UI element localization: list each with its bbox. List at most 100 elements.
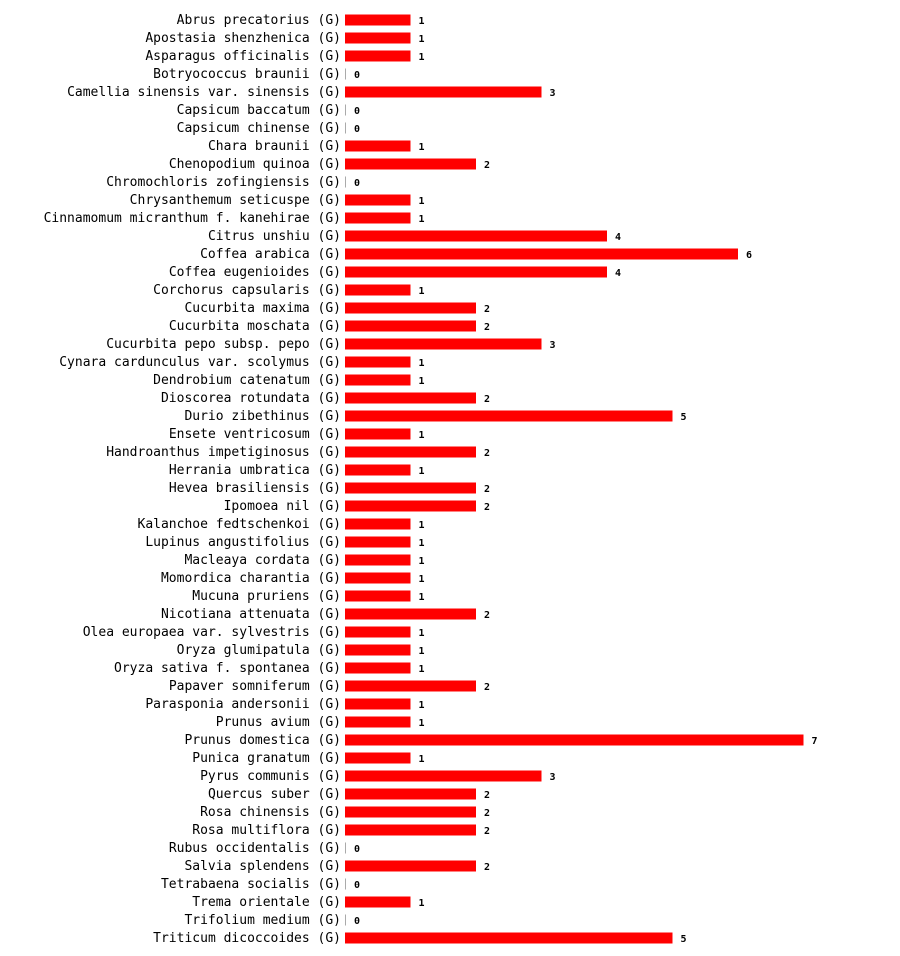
- value-label: 1: [419, 646, 425, 657]
- value-label: 1: [419, 430, 425, 441]
- value-label: 2: [484, 484, 490, 495]
- category-label: Chenopodium quinoa (G): [169, 157, 341, 172]
- bar: [345, 626, 411, 638]
- category-label: Triticum dicoccoides (G): [153, 931, 341, 946]
- value-label: 2: [484, 502, 490, 513]
- bar: [345, 860, 476, 872]
- bar: [345, 338, 542, 350]
- category-label: Punica granatum (G): [192, 751, 341, 766]
- category-label: Pyrus communis (G): [200, 769, 341, 784]
- bar: [345, 644, 411, 656]
- bar: [345, 554, 411, 566]
- category-label: Apostasia shenzhenica (G): [145, 31, 341, 46]
- bar: [345, 230, 607, 242]
- bar: [345, 680, 476, 692]
- category-label: Herrania umbratica (G): [169, 463, 341, 478]
- category-label: Camellia sinensis var. sinensis (G): [67, 85, 341, 100]
- bar: [345, 86, 542, 98]
- category-label: Olea europaea var. sylvestris (G): [83, 625, 341, 640]
- bar: [345, 50, 411, 62]
- category-label: Cynara cardunculus var. scolymus (G): [59, 355, 341, 370]
- category-label: Quercus suber (G): [208, 787, 341, 802]
- value-label: 2: [484, 394, 490, 405]
- category-label: Chara braunii (G): [208, 139, 341, 154]
- value-label: 3: [550, 88, 556, 99]
- category-label: Papaver somniferum (G): [169, 679, 341, 694]
- bar: [345, 374, 411, 386]
- value-label: 1: [419, 574, 425, 585]
- category-label: Tetrabaena socialis (G): [161, 877, 341, 892]
- category-label: Nicotiana attenuata (G): [161, 607, 341, 622]
- category-label: Citrus unshiu (G): [208, 229, 341, 244]
- category-label: Trema orientale (G): [192, 895, 341, 910]
- value-label: 1: [419, 718, 425, 729]
- bar: [345, 194, 411, 206]
- value-label: 1: [419, 466, 425, 477]
- bar: [345, 464, 411, 476]
- bar: [345, 734, 804, 746]
- value-label: 1: [419, 556, 425, 567]
- bar: [345, 212, 411, 224]
- bar: [345, 32, 411, 44]
- category-label: Chromochloris zofingiensis (G): [106, 175, 341, 190]
- bar: [345, 572, 411, 584]
- bar: [345, 608, 476, 620]
- value-label: 4: [615, 232, 621, 243]
- value-label: 1: [419, 700, 425, 711]
- category-label: Dioscorea rotundata (G): [161, 391, 341, 406]
- value-label: 1: [419, 16, 425, 27]
- category-label: Parasponia andersonii (G): [145, 697, 341, 712]
- category-label: Coffea arabica (G): [200, 247, 341, 262]
- bar: [345, 248, 738, 260]
- bar: [345, 284, 411, 296]
- value-label: 2: [484, 808, 490, 819]
- value-label: 5: [681, 934, 687, 945]
- value-label: 1: [419, 52, 425, 63]
- value-label: 5: [681, 412, 687, 423]
- bar: [345, 140, 411, 152]
- value-label: 1: [419, 664, 425, 675]
- category-label: Abrus precatorius (G): [177, 13, 341, 28]
- value-label: 1: [419, 898, 425, 909]
- value-label: 2: [484, 826, 490, 837]
- value-label: 2: [484, 304, 490, 315]
- bar: [345, 752, 411, 764]
- bar: [345, 518, 411, 530]
- category-label: Capsicum chinense (G): [177, 121, 341, 136]
- category-label: Rosa multiflora (G): [192, 823, 341, 838]
- value-label: 0: [354, 178, 360, 189]
- bar: [345, 428, 411, 440]
- value-label: 1: [419, 196, 425, 207]
- value-label: 0: [354, 70, 360, 81]
- category-label: Dendrobium catenatum (G): [153, 373, 341, 388]
- category-label: Ipomoea nil (G): [224, 499, 341, 514]
- value-label: 2: [484, 160, 490, 171]
- bar: [345, 410, 673, 422]
- value-label: 1: [419, 520, 425, 531]
- value-label: 0: [354, 106, 360, 117]
- value-label: 1: [419, 628, 425, 639]
- bar: [345, 698, 411, 710]
- bar: [345, 14, 411, 26]
- category-label: Prunus domestica (G): [184, 733, 341, 748]
- category-label: Rubus occidentalis (G): [169, 841, 341, 856]
- value-label: 1: [419, 592, 425, 603]
- category-label: Chrysanthemum seticuspe (G): [130, 193, 341, 208]
- value-label: 1: [419, 34, 425, 45]
- category-label: Rosa chinensis (G): [200, 805, 341, 820]
- bar: [345, 158, 476, 170]
- bar: [345, 824, 476, 836]
- category-label: Botryococcus braunii (G): [153, 67, 341, 82]
- bar: [345, 770, 542, 782]
- category-label: Oryza sativa f. spontanea (G): [114, 661, 341, 676]
- value-label: 2: [484, 862, 490, 873]
- bar: [345, 266, 607, 278]
- category-label: Cucurbita maxima (G): [184, 301, 341, 316]
- value-label: 0: [354, 880, 360, 891]
- category-label: Corchorus capsularis (G): [153, 283, 341, 298]
- value-label: 0: [354, 844, 360, 855]
- category-label: Coffea eugenioides (G): [169, 265, 341, 280]
- category-label: Handroanthus impetiginosus (G): [106, 445, 341, 460]
- category-label: Ensete ventricosum (G): [169, 427, 341, 442]
